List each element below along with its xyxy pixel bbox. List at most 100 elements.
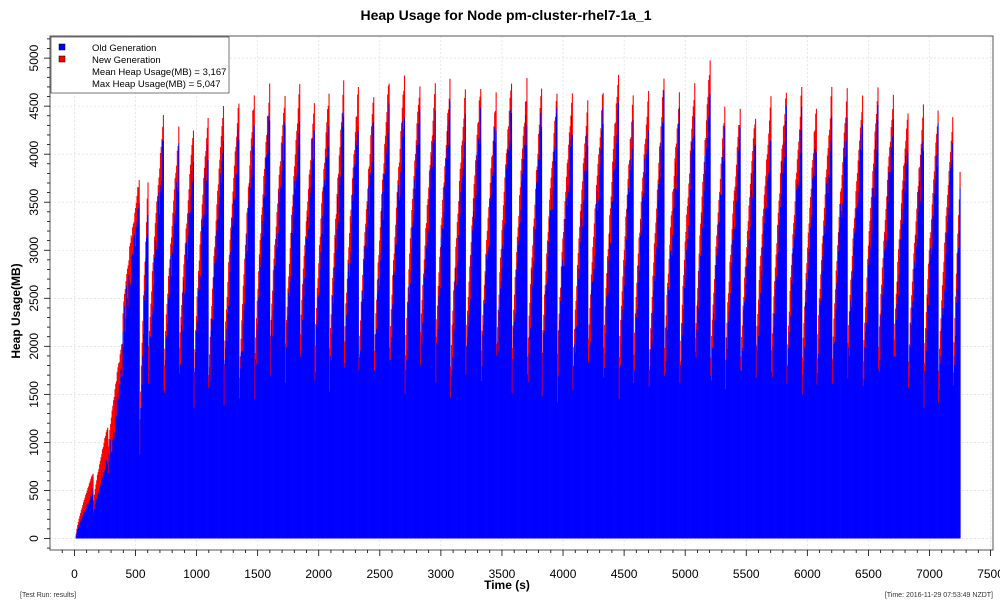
old-generation-bar [760,270,762,539]
new-generation-bar [568,144,570,193]
new-generation-bar [548,216,550,242]
old-generation-bar [735,192,737,539]
old-generation-bar [859,148,861,539]
new-generation-bar [473,184,475,199]
new-generation-bar [275,226,277,249]
new-generation-bar [238,103,240,140]
new-generation-bar [682,285,684,323]
old-generation-bar [471,266,473,539]
new-generation-bar [521,158,523,182]
new-generation-bar [549,199,551,219]
old-generation-bar [131,255,133,539]
old-generation-bar [151,314,153,539]
old-generation-bar [461,182,463,539]
old-generation-bar [563,266,565,539]
new-generation-bar [790,265,793,280]
old-generation-bar [661,121,664,539]
old-generation-bar [622,309,624,539]
new-generation-bar [509,97,511,145]
new-generation-bar [245,233,247,254]
old-generation-bar [637,309,639,539]
old-generation-bar [820,300,822,539]
old-generation-bar [555,113,557,539]
new-generation-bar [552,161,554,209]
new-generation-bar [923,363,925,408]
old-generation-bar [664,372,666,539]
new-generation-bar [709,60,711,95]
new-generation-bar [931,204,933,249]
old-generation-bar [154,239,156,539]
new-generation-bar [663,78,665,91]
old-generation-bar [431,166,433,539]
old-generation-bar [85,507,87,539]
new-generation-bar [727,293,730,321]
new-generation-bar [689,150,691,189]
old-generation-bar [899,256,901,539]
old-generation-bar [674,187,676,539]
old-generation-bar [621,319,623,539]
old-generation-bar [483,324,485,539]
old-generation-bar [653,275,655,539]
new-generation-bar [115,383,117,401]
new-generation-bar [352,167,354,201]
y-tick-label: 1500 [27,381,41,408]
new-generation-bar [237,108,239,130]
new-generation-bar [357,94,359,127]
new-generation-bar [916,208,918,247]
old-generation-bar [947,221,949,539]
new-generation-bar [933,179,935,216]
old-generation-bar [541,126,543,539]
new-generation-bar [511,347,513,393]
new-generation-bar [414,160,416,180]
new-generation-bar [266,135,268,156]
old-generation-bar [148,370,151,539]
new-generation-bar [140,365,142,408]
x-tick-label: 500 [125,567,145,581]
old-generation-bar [494,142,496,539]
new-generation-bar [264,157,266,184]
old-generation-bar [77,527,79,539]
new-generation-bar [490,168,492,196]
old-generation-bar [768,172,770,539]
new-generation-bar [131,237,133,256]
new-generation-bar [393,253,395,271]
old-generation-bar [464,113,466,539]
old-generation-bar [610,242,612,539]
new-generation-bar [571,102,573,117]
new-generation-bar [365,223,367,245]
old-generation-bar [116,396,118,539]
old-generation-bar [293,195,295,539]
new-generation-bar [633,355,635,383]
new-generation-bar [875,113,878,151]
old-generation-bar [356,144,358,539]
old-generation-bar [426,241,428,539]
old-generation-bar [309,187,311,539]
old-generation-bar [713,313,715,539]
old-generation-bar [376,328,378,539]
old-generation-bar [201,216,203,539]
old-generation-bar [205,167,207,539]
old-generation-bar [106,460,108,539]
new-generation-bar [783,124,785,143]
new-generation-bar [751,160,753,175]
old-generation-bar [888,171,890,539]
old-generation-bar [554,160,557,539]
old-generation-bar [486,254,488,539]
old-generation-bar [220,173,222,539]
old-generation-bar [255,359,257,539]
new-generation-bar [911,295,913,325]
new-generation-bar [656,189,658,218]
old-generation-bar [952,142,954,539]
old-generation-bar [317,297,319,539]
legend-label-old-generation: Old Generation [92,43,156,54]
old-generation-bar [670,250,672,539]
new-generation-bar [737,136,739,170]
old-generation-bar [683,287,686,539]
old-generation-bar [171,245,173,539]
new-generation-bar [925,327,927,367]
old-generation-bar [313,158,315,539]
new-generation-bar [782,144,784,174]
new-generation-bar [584,143,586,171]
old-generation-bar [856,205,858,539]
old-generation-bar [826,183,828,539]
